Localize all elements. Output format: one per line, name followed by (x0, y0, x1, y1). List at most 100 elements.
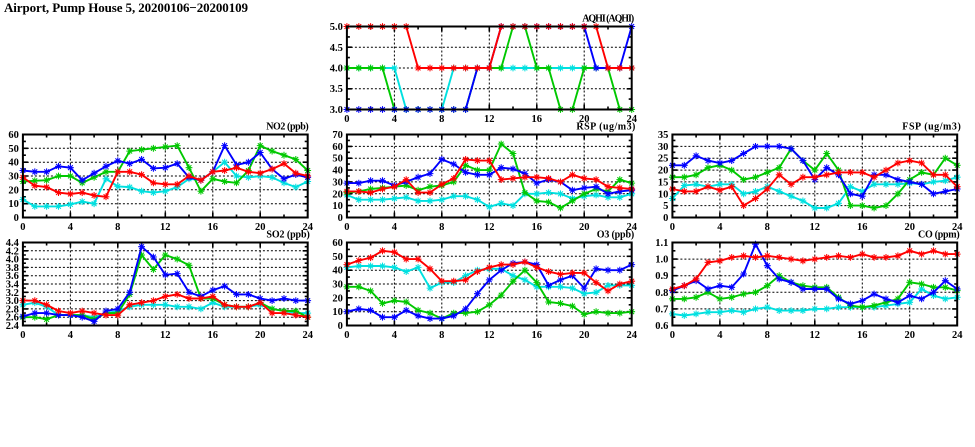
svg-text:8: 8 (765, 330, 770, 341)
svg-text:25: 25 (658, 154, 669, 165)
svg-text:20: 20 (904, 222, 915, 233)
svg-text:5: 5 (663, 201, 668, 212)
svg-text:20: 20 (255, 330, 266, 341)
svg-text:3.2: 3.2 (6, 288, 19, 299)
svg-text:4: 4 (717, 222, 723, 233)
svg-text:4.0: 4.0 (330, 64, 343, 75)
svg-text:30: 30 (332, 177, 343, 188)
svg-text:2.4: 2.4 (6, 321, 20, 332)
svg-text:O3 (ppb): O3 (ppb) (597, 230, 635, 241)
svg-text:40: 40 (332, 266, 343, 277)
svg-text:16: 16 (208, 222, 219, 233)
svg-text:20: 20 (904, 330, 915, 341)
svg-text:20: 20 (579, 330, 590, 341)
svg-text:16: 16 (857, 330, 868, 341)
svg-text:8: 8 (115, 330, 120, 341)
svg-text:70: 70 (332, 130, 343, 141)
svg-text:CO (ppm): CO (ppm) (918, 230, 960, 241)
svg-text:3.4: 3.4 (6, 280, 20, 291)
svg-text:0: 0 (663, 213, 668, 224)
svg-text:40: 40 (332, 166, 343, 177)
svg-text:30: 30 (8, 172, 19, 183)
svg-text:30: 30 (332, 280, 343, 291)
svg-text:16: 16 (532, 114, 543, 125)
svg-text:35: 35 (658, 130, 669, 141)
svg-text:50: 50 (8, 144, 19, 155)
svg-text:50: 50 (332, 252, 343, 263)
svg-text:20: 20 (579, 222, 590, 233)
svg-text:15: 15 (658, 177, 669, 188)
svg-text:20: 20 (332, 189, 343, 200)
svg-text:0: 0 (344, 222, 349, 233)
svg-text:12: 12 (810, 222, 821, 233)
svg-text:4: 4 (392, 330, 398, 341)
svg-text:0: 0 (14, 213, 19, 224)
svg-text:0: 0 (670, 330, 675, 341)
svg-text:3.5: 3.5 (330, 84, 343, 95)
svg-text:0.9: 0.9 (655, 271, 668, 282)
svg-text:24: 24 (952, 222, 963, 233)
svg-text:60: 60 (332, 238, 343, 249)
svg-text:4.5: 4.5 (330, 43, 343, 54)
svg-text:24: 24 (626, 114, 637, 125)
svg-text:SO2 (ppb): SO2 (ppb) (266, 230, 309, 241)
svg-text:4: 4 (392, 114, 398, 125)
svg-text:0: 0 (344, 114, 349, 125)
svg-text:10: 10 (332, 307, 343, 318)
svg-text:RSP (ug/m3): RSP (ug/m3) (576, 122, 635, 133)
svg-text:1.0: 1.0 (655, 255, 668, 266)
svg-text:FSP (ug/m3): FSP (ug/m3) (902, 122, 961, 133)
svg-text:24: 24 (626, 330, 637, 341)
svg-text:3.0: 3.0 (6, 296, 19, 307)
svg-text:4.0: 4.0 (6, 255, 19, 266)
svg-text:4: 4 (68, 222, 74, 233)
svg-text:0: 0 (670, 222, 675, 233)
svg-text:20: 20 (255, 222, 266, 233)
svg-text:16: 16 (857, 222, 868, 233)
svg-text:60: 60 (8, 130, 19, 141)
svg-text:40: 40 (8, 158, 19, 169)
svg-text:8: 8 (439, 330, 444, 341)
svg-text:3.0: 3.0 (330, 105, 343, 116)
svg-text:16: 16 (208, 330, 219, 341)
svg-text:12: 12 (484, 330, 495, 341)
svg-text:24: 24 (302, 222, 313, 233)
svg-text:12: 12 (810, 330, 821, 341)
svg-text:16: 16 (532, 330, 543, 341)
svg-text:8: 8 (439, 114, 444, 125)
svg-text:4: 4 (717, 330, 723, 341)
svg-text:24: 24 (626, 222, 637, 233)
svg-text:3.6: 3.6 (6, 271, 19, 282)
svg-text:2.8: 2.8 (6, 304, 19, 315)
svg-text:10: 10 (332, 201, 343, 212)
svg-text:0: 0 (338, 321, 343, 332)
svg-text:20: 20 (332, 293, 343, 304)
svg-text:0: 0 (20, 330, 25, 341)
svg-text:8: 8 (765, 222, 770, 233)
svg-text:50: 50 (332, 154, 343, 165)
svg-text:8: 8 (115, 222, 120, 233)
svg-text:20: 20 (8, 185, 19, 196)
svg-text:0.7: 0.7 (655, 304, 668, 315)
svg-text:NO2 (ppb): NO2 (ppb) (266, 122, 309, 133)
svg-text:0: 0 (338, 213, 343, 224)
svg-text:4.4: 4.4 (6, 238, 20, 249)
svg-text:0.8: 0.8 (655, 288, 668, 299)
svg-text:3.8: 3.8 (6, 263, 19, 274)
svg-text:4: 4 (68, 330, 74, 341)
svg-text:12: 12 (160, 222, 171, 233)
svg-text:12: 12 (160, 330, 171, 341)
svg-text:1.1: 1.1 (655, 238, 668, 249)
svg-text:10: 10 (658, 189, 669, 200)
svg-text:30: 30 (658, 142, 669, 153)
svg-text:12: 12 (484, 114, 495, 125)
svg-text:24: 24 (302, 330, 313, 341)
svg-text:20: 20 (658, 166, 669, 177)
svg-text:20: 20 (579, 114, 590, 125)
svg-text:5.0: 5.0 (330, 22, 343, 33)
svg-text:8: 8 (439, 222, 444, 233)
svg-text:16: 16 (532, 222, 543, 233)
svg-text:10: 10 (8, 199, 19, 210)
svg-text:12: 12 (484, 222, 495, 233)
svg-text:4: 4 (392, 222, 398, 233)
